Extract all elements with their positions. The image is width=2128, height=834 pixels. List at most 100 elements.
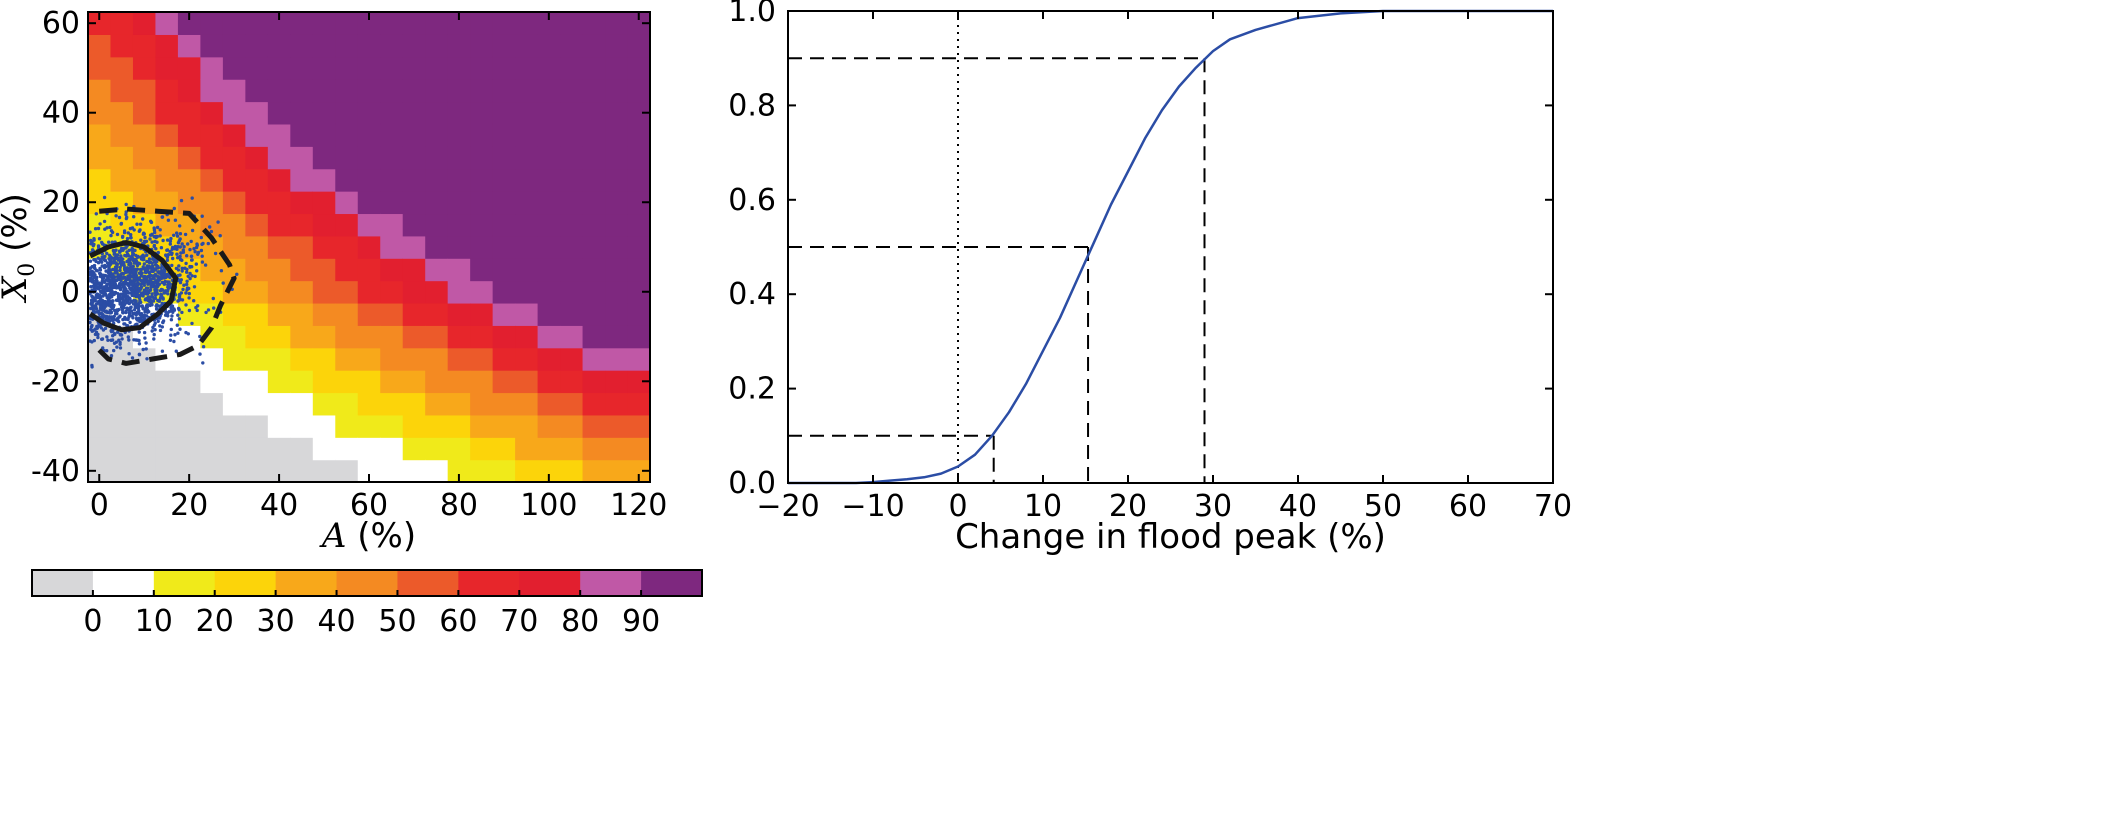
- heatmap-cell: [312, 123, 336, 147]
- x-tick-label: 10: [1024, 489, 1062, 524]
- heatmap-cell: [425, 12, 449, 35]
- heatmap-cell: [425, 56, 449, 80]
- heatmap-cell: [402, 168, 426, 192]
- heatmap-cell: [267, 168, 291, 192]
- scatter-point: [209, 229, 214, 234]
- heatmap-cell: [290, 392, 314, 416]
- heatmap-cell: [425, 392, 449, 416]
- scatter-point: [150, 303, 154, 307]
- heatmap-cell: [335, 258, 359, 282]
- heatmap-cell: [132, 101, 157, 125]
- heatmap-cell: [110, 414, 134, 438]
- heatmap-cell: [627, 56, 651, 80]
- scatter-point: [170, 263, 174, 268]
- scatter-point: [174, 349, 178, 353]
- scatter-point: [128, 273, 132, 278]
- scatter-point: [186, 332, 190, 336]
- y-tick-label: 0.6: [728, 183, 776, 218]
- scatter-point: [105, 287, 109, 291]
- y-tick-label: -40: [31, 454, 80, 489]
- heatmap-cell: [402, 56, 426, 80]
- colorbar-segment: [580, 570, 642, 596]
- scatter-point: [169, 236, 173, 241]
- scatter-point: [199, 248, 204, 253]
- scatter-point: [105, 274, 110, 278]
- scatter-point: [90, 365, 94, 369]
- scatter-point: [137, 352, 142, 356]
- heatmap-cell: [402, 123, 426, 147]
- heatmap-cell: [470, 370, 494, 394]
- scatter-point: [195, 308, 199, 313]
- heatmap-cell: [425, 191, 449, 215]
- scatter-point: [157, 299, 161, 303]
- heatmap-cell: [222, 56, 246, 80]
- heatmap-cell: [627, 437, 651, 461]
- scatter-point: [139, 274, 143, 278]
- scatter-point: [158, 228, 162, 232]
- heatmap-cell: [492, 235, 516, 259]
- heatmap-cell: [177, 123, 201, 147]
- scatter-point: [118, 342, 122, 346]
- scatter-point: [135, 255, 140, 259]
- heatmap-cell: [245, 123, 269, 147]
- scatter-point: [118, 268, 122, 273]
- scatter-point: [149, 220, 154, 225]
- heatmap-cell: [425, 414, 449, 438]
- heatmap-cell: [290, 437, 314, 461]
- scatter-point: [105, 349, 109, 353]
- scatter-point: [117, 319, 121, 324]
- scatter-point: [123, 267, 127, 272]
- scatter-point: [169, 308, 173, 312]
- heatmap-cell: [110, 459, 134, 483]
- heatmap-cell: [627, 146, 651, 170]
- heatmap-cell: [425, 302, 449, 326]
- heatmap-cell: [515, 168, 539, 192]
- scatter-point: [126, 335, 130, 339]
- scatter-point: [90, 299, 94, 304]
- scatter-point: [177, 298, 181, 302]
- heatmap-cell: [582, 34, 606, 58]
- scatter-point: [167, 285, 171, 290]
- heatmap-cell: [582, 101, 606, 125]
- colorbar-tick-label: 60: [439, 604, 477, 639]
- scatter-point: [184, 291, 188, 295]
- scatter-point: [144, 286, 149, 290]
- scatter-point: [132, 308, 137, 312]
- scatter-point: [143, 266, 148, 270]
- scatter-point: [102, 255, 106, 259]
- heatmap-cell: [222, 12, 246, 35]
- scatter-point: [135, 290, 140, 294]
- scatter-point: [114, 214, 118, 218]
- heatmap-cell: [177, 79, 201, 103]
- heatmap-cell: [402, 235, 426, 259]
- scatter-point: [110, 301, 114, 305]
- heatmap-cell: [380, 414, 404, 438]
- heatmap-cell: [290, 123, 314, 147]
- scatter-point: [169, 318, 174, 322]
- heatmap-cell: [312, 191, 336, 215]
- heatmap-cell: [447, 34, 471, 58]
- scatter-point: [110, 281, 114, 286]
- scatter-point: [115, 345, 119, 349]
- scatter-point: [139, 257, 144, 261]
- scatter-point: [137, 262, 142, 266]
- scatter-point: [112, 277, 116, 282]
- heatmap-cell: [155, 347, 179, 371]
- heatmap-cell: [605, 392, 629, 416]
- heatmap-cell: [290, 56, 314, 80]
- heatmap-cell: [335, 213, 359, 237]
- heatmap-cell: [560, 414, 584, 438]
- heatmap-cell: [515, 325, 539, 349]
- scatter-point: [189, 239, 193, 244]
- colorbar-tick-label: 80: [561, 604, 599, 639]
- scatter-point: [131, 316, 135, 320]
- scatter-point: [121, 299, 126, 303]
- heatmap-cell: [290, 347, 314, 371]
- scatter-point: [133, 293, 137, 297]
- scatter-point: [218, 234, 222, 238]
- scatter-point: [143, 336, 147, 340]
- y-tick-label: 60: [42, 6, 80, 41]
- heatmap-cell: [537, 370, 561, 394]
- scatter-point: [158, 324, 162, 328]
- scatter-point: [152, 323, 156, 327]
